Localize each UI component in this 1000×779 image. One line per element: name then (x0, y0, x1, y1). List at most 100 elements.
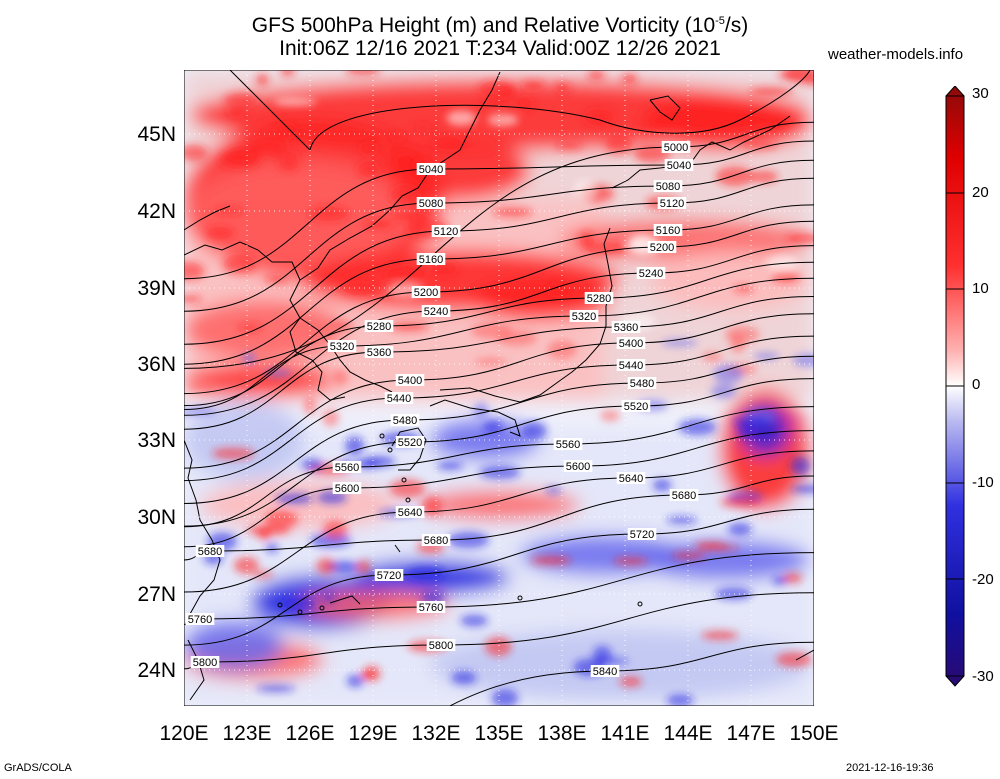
lon-label: 150E (789, 722, 839, 745)
contour-label: 5720 (627, 528, 657, 541)
vorticity-field (184, 70, 814, 706)
contour-label: 5720 (374, 569, 404, 582)
lat-label: 24N (137, 659, 176, 682)
height-contour-line (184, 355, 814, 504)
svg-text:5600: 5600 (566, 461, 590, 473)
contour-label: 5080 (416, 197, 446, 210)
title-exponent: -5 (715, 15, 725, 27)
contour-label: 5240 (636, 267, 666, 280)
contour-label: 5200 (647, 241, 677, 254)
colorbar-tick-label: 20 (972, 184, 989, 201)
contour-label: 5520 (621, 400, 651, 413)
svg-text:5760: 5760 (188, 614, 212, 626)
svg-text:5320: 5320 (330, 341, 354, 353)
height-contour-line (309, 70, 811, 151)
lon-label: 138E (537, 722, 587, 745)
color-scale-bar (945, 86, 965, 687)
contour-label: 5480 (627, 377, 657, 390)
contour-labels: 5000 5040 5040 5080 5080 5120 5120 5160 5160 5200… (185, 141, 699, 678)
title-main: GFS 500hPa Height (m) and Relative Vorti… (251, 14, 716, 37)
contour-label: 5640 (616, 472, 646, 485)
svg-text:5800: 5800 (193, 657, 217, 669)
contour-label: 5320 (569, 310, 599, 323)
lon-label: 120E (159, 722, 209, 745)
height-contour-line (184, 177, 814, 345)
contour-label: 5160 (416, 253, 446, 266)
contour-label: 5680 (195, 545, 225, 558)
contour-label: 5040 (664, 159, 694, 172)
lon-label: 135E (474, 722, 524, 745)
contour-label: 5360 (364, 346, 394, 359)
colorbar-tick-label: 10 (972, 280, 989, 297)
contour-label: 5200 (411, 286, 441, 299)
svg-text:5080: 5080 (656, 181, 680, 193)
contour-label: 5680 (421, 534, 451, 547)
svg-text:5600: 5600 (335, 483, 359, 495)
contour-label: 5120 (657, 197, 687, 210)
height-contour-line (184, 220, 814, 395)
contour-label: 5520 (395, 436, 425, 449)
height-contour-line (184, 277, 814, 410)
height-contour-line (184, 450, 814, 593)
lon-label: 147E (726, 722, 776, 745)
title-units: /s) (724, 14, 749, 37)
contour-label: 5120 (431, 225, 461, 238)
contour-label: 5600 (563, 460, 593, 473)
contour-label: 5280 (584, 292, 614, 305)
svg-text:5520: 5520 (398, 437, 422, 449)
svg-text:5080: 5080 (419, 198, 443, 210)
contour-label: 5440 (616, 359, 646, 372)
height-contour-line (184, 313, 814, 469)
svg-text:5240: 5240 (639, 268, 663, 280)
svg-text:5120: 5120 (434, 226, 458, 238)
height-contour-line (184, 204, 814, 365)
lat-label: 39N (137, 277, 176, 300)
contour-label: 5440 (384, 392, 414, 405)
contour-label: 5360 (611, 321, 641, 334)
height-contour-line (184, 261, 814, 407)
lon-label: 129E (348, 722, 398, 745)
contour-label: 5640 (395, 506, 425, 519)
lon-label: 141E (600, 722, 650, 745)
svg-text:5360: 5360 (614, 322, 638, 334)
svg-text:5680: 5680 (672, 490, 696, 502)
svg-text:5560: 5560 (556, 439, 580, 451)
colorbar-tick-label: -20 (972, 571, 994, 588)
svg-text:5120: 5120 (660, 198, 684, 210)
contour-label: 5240 (421, 305, 451, 318)
svg-text:5400: 5400 (619, 338, 643, 350)
colorbar-tick-label: -10 (972, 474, 994, 491)
svg-text:5480: 5480 (630, 378, 654, 390)
svg-text:5400: 5400 (398, 375, 422, 387)
svg-text:5160: 5160 (419, 254, 443, 266)
height-contour-line (184, 335, 814, 482)
lon-label: 144E (663, 722, 713, 745)
height-contour-line (184, 378, 814, 527)
svg-text:5800: 5800 (429, 640, 453, 652)
svg-text:5360: 5360 (367, 347, 391, 359)
svg-text:5200: 5200 (414, 287, 438, 299)
map-title-line1: GFS 500hPa Height (m) and Relative Vorti… (0, 9, 1000, 38)
height-contour-line (184, 140, 814, 280)
svg-text:5640: 5640 (619, 473, 643, 485)
height-contour-line (184, 406, 814, 528)
svg-text:5240: 5240 (424, 306, 448, 318)
contour-label: 5280 (364, 320, 394, 333)
colorbar-tick-label: -30 (972, 668, 994, 685)
lat-lon-grid (184, 70, 814, 706)
svg-text:5440: 5440 (619, 360, 643, 372)
lat-label: 45N (137, 123, 176, 146)
contour-label: 5400 (616, 337, 646, 350)
contour-label: 5680 (669, 489, 699, 502)
svg-text:5720: 5720 (377, 570, 401, 582)
footer-timestamp: 2021-12-16-19:36 (846, 762, 934, 774)
svg-text:5480: 5480 (393, 415, 417, 427)
vorticity-map: 5000 5040 5040 5080 5080 5120 5120 5160 5160 5200… (184, 70, 814, 706)
contour-label: 5840 (590, 665, 620, 678)
lat-label: 42N (137, 200, 176, 223)
svg-text:5720: 5720 (630, 529, 654, 541)
svg-text:5040: 5040 (667, 160, 691, 172)
contour-label: 5480 (390, 414, 420, 427)
contour-label: 5040 (416, 163, 446, 176)
svg-text:5680: 5680 (424, 535, 448, 547)
